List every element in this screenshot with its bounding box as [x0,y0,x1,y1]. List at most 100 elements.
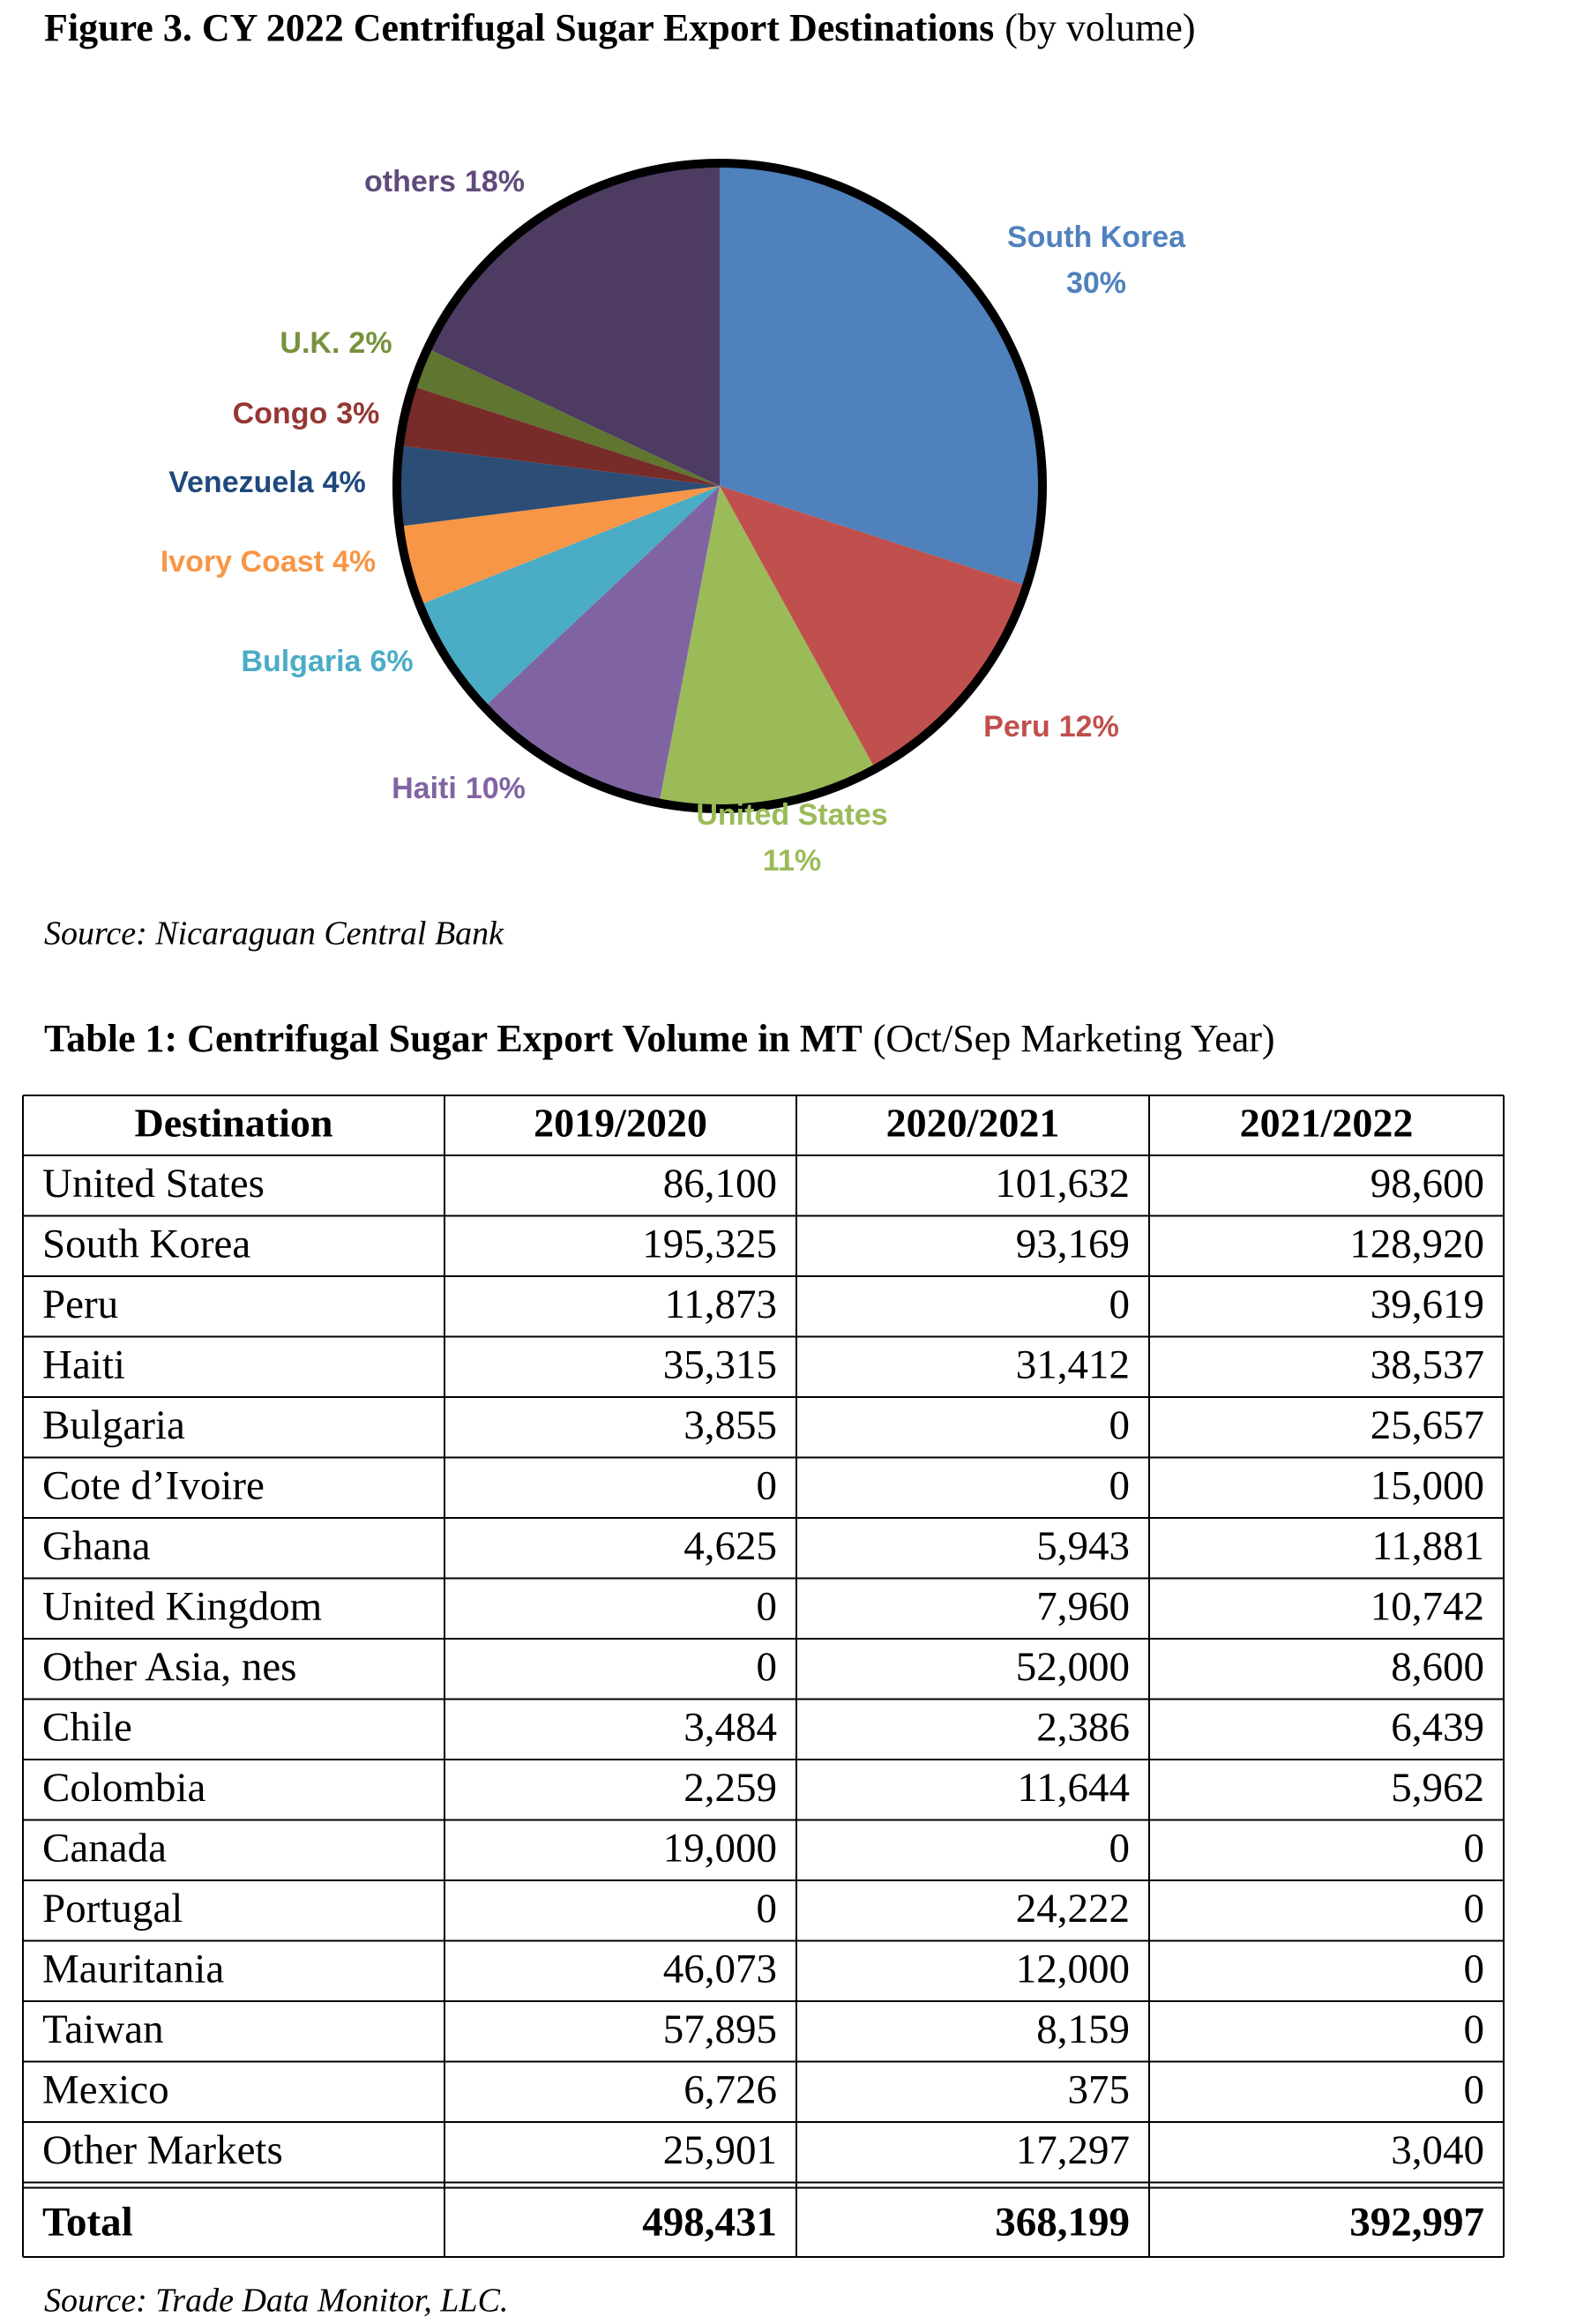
slice-label: Peru 12% [983,710,1119,744]
value-label: 30% [1066,266,1126,300]
table-cell: Mauritania [42,1947,224,1992]
table-cell: 0 [1464,2006,1485,2052]
table-cell: 4,625 [683,1523,777,1569]
table-cell: 10,742 [1371,1584,1484,1630]
header-cell: 2019/2020 [534,1101,707,1146]
slice-label: Venezuela 4% [168,466,366,499]
table-cell: 11,881 [1371,1523,1484,1569]
figure-title: Figure 3. CY 2022 Centrifugal Sugar Expo… [44,6,1196,49]
table-cell: United States [42,1161,265,1207]
slice-label: Haiti 10% [392,772,526,805]
value-label: 3% [336,397,379,430]
slice-label: United States 11% [696,798,887,878]
category: others [364,165,456,198]
category: Bulgaria [241,645,362,678]
category: U.K. [280,326,340,360]
table-cell: 0 [757,1584,778,1630]
table-cell: Ghana [42,1523,151,1569]
category: Ivory Coast [161,545,324,579]
table-cell: 2,386 [1036,1705,1130,1751]
table-cell: 25,657 [1371,1402,1484,1448]
table-cell: 52,000 [1016,1644,1130,1690]
pie-slice [720,486,1027,769]
table-cell: 7,960 [1036,1584,1130,1630]
table-cell: 35,315 [663,1342,777,1388]
table-cell: Haiti [42,1342,125,1388]
title: Table 1: Centrifugal Sugar Export Volume… [44,1017,863,1060]
value-label: 6% [370,645,413,678]
table-title: Table 1: Centrifugal Sugar Export Volume… [44,1017,1275,1060]
table-cell: 0 [757,1644,778,1690]
table-cell: 86,100 [663,1161,777,1207]
table-cell: 3,855 [683,1402,777,1448]
subtitle: (by volume) [1005,6,1195,49]
table-cell: South Korea [42,1222,250,1267]
pie-slice [397,445,720,527]
table-cell: 0 [1464,1886,1485,1932]
table-cell: 19,000 [663,1826,777,1872]
table-cell: 8,159 [1036,2006,1130,2052]
table-cell: 101,632 [995,1161,1130,1207]
value-label: 11% [763,844,821,878]
table-cell: Portugal [42,1886,183,1932]
category: United States [696,798,887,832]
title: Figure 3. CY 2022 Centrifugal Sugar Expo… [44,6,994,49]
table-cell: 3,484 [683,1705,777,1751]
pie-slice [720,163,1042,587]
slice-label: South Korea 30% [1007,220,1186,300]
table-cell: Chile [42,1705,132,1751]
value-label: 4% [323,466,366,499]
table-cell: 17,297 [1016,2127,1130,2173]
table-cell: 5,943 [1036,1523,1130,1569]
pie-slice [427,163,720,486]
table-cell: 0 [757,1463,778,1509]
table-cell: 46,073 [663,1947,777,1992]
pie-slice [484,486,720,803]
table-cell: 38,537 [1371,1342,1484,1388]
pie-slice [659,486,876,809]
header-cell: 2020/2021 [886,1101,1060,1146]
table-cell: 0 [1109,1282,1131,1327]
table-cell: Taiwan [42,2006,164,2052]
header-cell: Destination [135,1101,333,1146]
pie-slice [412,348,720,486]
table-cell: United Kingdom [42,1584,322,1630]
table-cell: 24,222 [1016,1886,1130,1932]
slice-label: Ivory Coast 4% [161,545,376,579]
table-cell: 0 [1109,1402,1131,1448]
table-cell: 6,439 [1391,1705,1484,1751]
table-cell: 0 [1109,1826,1131,1872]
table-cell: Total [42,2200,133,2246]
category: Haiti [392,772,457,805]
value-label: 2% [348,326,392,360]
table-cell: 12,000 [1016,1947,1130,1992]
slice-label: others 18% [364,165,525,198]
slice-label: U.K. 2% [280,326,392,360]
value-label: 18% [465,165,525,198]
table-cell: 15,000 [1371,1463,1484,1509]
table-cell: 3,040 [1391,2127,1484,2173]
header-cell: 2021/2022 [1240,1101,1414,1146]
chart-source: Source: Nicaraguan Central Bank [44,915,504,953]
slice-label: Congo 3% [233,397,380,430]
table-cell: 11,644 [1017,1765,1130,1811]
table-cell: 0 [1464,2067,1485,2113]
table-cell: Peru [42,1282,118,1327]
table-cell: 11,873 [664,1282,777,1327]
table-cell: Cote d’Ivoire [42,1463,265,1509]
category: South Korea [1007,220,1186,254]
category: Peru [983,710,1050,744]
table-cell: Other Markets [42,2127,283,2173]
slice-label: Bulgaria 6% [241,645,413,678]
table-cell: 0 [1464,1826,1485,1872]
table-cell: 128,920 [1349,1222,1484,1267]
table-cell: 39,619 [1371,1282,1484,1327]
value-label: 4% [332,545,376,579]
category: Congo [233,397,328,430]
table-cell: 57,895 [663,2006,777,2052]
value-label: 10% [466,772,526,805]
subtitle: (Oct/Sep Marketing Year) [873,1017,1275,1060]
table-cell: 0 [1464,1947,1485,1992]
table-cell: Canada [42,1826,167,1872]
